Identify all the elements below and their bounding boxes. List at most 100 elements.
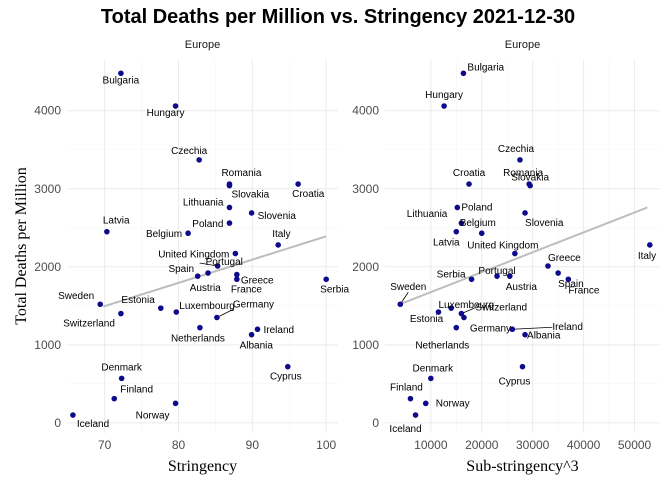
point-label: Czechia <box>498 144 535 155</box>
point-label: Iceland <box>389 424 421 435</box>
point-label: Albania <box>527 331 561 342</box>
point-label: Belgium <box>460 218 496 229</box>
point-label: Slovakia <box>231 190 269 201</box>
point-label: Slovenia <box>258 211 297 222</box>
data-point <box>522 331 528 338</box>
data-point <box>172 103 179 109</box>
point-label: Lithuania <box>183 197 224 208</box>
point-label: United Kingdom <box>467 241 538 252</box>
data-point <box>254 326 261 333</box>
data-point <box>111 395 118 402</box>
x-tick-label: 70 <box>98 438 112 452</box>
y-tick-label: 1000 <box>34 338 61 352</box>
point-label: Switzerland <box>475 303 527 314</box>
data-point <box>157 305 164 311</box>
data-point <box>478 230 485 237</box>
point-label: Ireland <box>552 322 583 333</box>
point-label: Norway <box>136 410 170 421</box>
panel-strip-label: Europe <box>505 39 540 51</box>
data-point <box>545 263 551 269</box>
label-leader-line <box>512 326 553 330</box>
panel-strip-label: Europe <box>185 39 220 51</box>
panels-group: Europe 0 1000 2000 3000 4000 70 80 90 100 Stringen… <box>34 39 660 475</box>
y-tick-label: 0 <box>372 416 379 430</box>
point-label: France <box>568 285 600 296</box>
data-point <box>234 276 240 283</box>
point-label: Slovenia <box>525 218 564 229</box>
point-label: Romania <box>221 168 261 179</box>
data-point <box>422 400 429 407</box>
y-tick-label: 4000 <box>352 104 379 118</box>
x-tick-label: 20000 <box>465 438 499 452</box>
data-point <box>435 309 442 315</box>
point-label: Germany <box>233 300 274 311</box>
point-label: Portugal <box>478 266 515 277</box>
data-point <box>428 375 434 382</box>
data-point <box>118 310 124 317</box>
data-point <box>172 400 179 407</box>
point-label: Austria <box>506 282 538 293</box>
label-leader-line <box>216 309 234 318</box>
data-point <box>555 270 561 276</box>
x-tick-label: 100 <box>316 438 336 452</box>
data-point <box>194 273 201 279</box>
data-point <box>295 181 301 187</box>
data-point <box>232 250 239 257</box>
point-label: Czechia <box>171 146 208 157</box>
point-label: Denmark <box>413 363 455 374</box>
data-point <box>454 204 461 211</box>
data-point <box>214 263 221 269</box>
point-label: Romania <box>503 168 543 179</box>
point-label: Netherlands <box>171 334 225 345</box>
data-point <box>214 314 220 321</box>
data-point <box>104 228 110 235</box>
data-point <box>248 331 255 338</box>
point-label: Greece <box>548 253 581 264</box>
point-label: Greece <box>241 276 274 287</box>
data-point <box>407 395 414 402</box>
trend-line <box>102 235 327 308</box>
point-label: Switzerland <box>63 319 115 330</box>
point-label: Spain <box>168 264 194 275</box>
data-point <box>397 301 404 308</box>
data-point <box>506 273 513 279</box>
point-label: Ireland <box>264 325 295 336</box>
data-point <box>519 363 526 370</box>
point-label: Albania <box>240 341 274 352</box>
x-tick-label: 10000 <box>414 438 448 452</box>
data-point <box>453 324 460 331</box>
point-label: Spain <box>558 279 584 290</box>
point-label: Cyprus <box>270 372 302 383</box>
panel-2: Europe 0 1000 2000 3000 4000 10000 20000 30000 40… <box>352 39 660 475</box>
x-tick-label: 30000 <box>516 438 550 452</box>
point-label: Sweden <box>390 282 426 293</box>
point-label: Croatia <box>292 189 325 200</box>
data-point <box>234 271 240 278</box>
x-tick-label: 50000 <box>618 438 652 452</box>
point-label: Estonia <box>410 314 444 325</box>
data-point <box>412 412 419 418</box>
point-label: Belgium <box>146 229 182 240</box>
point-label: Poland <box>461 202 492 213</box>
data-point <box>517 157 523 163</box>
data-point <box>118 70 124 77</box>
data-point <box>185 230 191 237</box>
y-tick-label: 0 <box>54 416 61 430</box>
point-label: Norway <box>436 398 470 409</box>
y-axis-title: Total Deaths per Million <box>13 167 30 325</box>
data-point <box>248 210 255 216</box>
label-leader-line <box>199 262 218 267</box>
point-label: Sweden <box>58 291 94 302</box>
point-label: Italy <box>272 229 290 240</box>
data-point <box>494 273 500 279</box>
point-label: Luxembourg <box>438 300 494 311</box>
data-point <box>97 301 104 308</box>
data-point <box>466 181 472 187</box>
data-point <box>196 157 202 163</box>
point-label: France <box>231 284 263 295</box>
point-label: Finland <box>390 383 423 394</box>
point-label: Lithuania <box>407 209 448 220</box>
point-label: Denmark <box>101 362 143 373</box>
point-label: Portugal <box>206 257 243 268</box>
